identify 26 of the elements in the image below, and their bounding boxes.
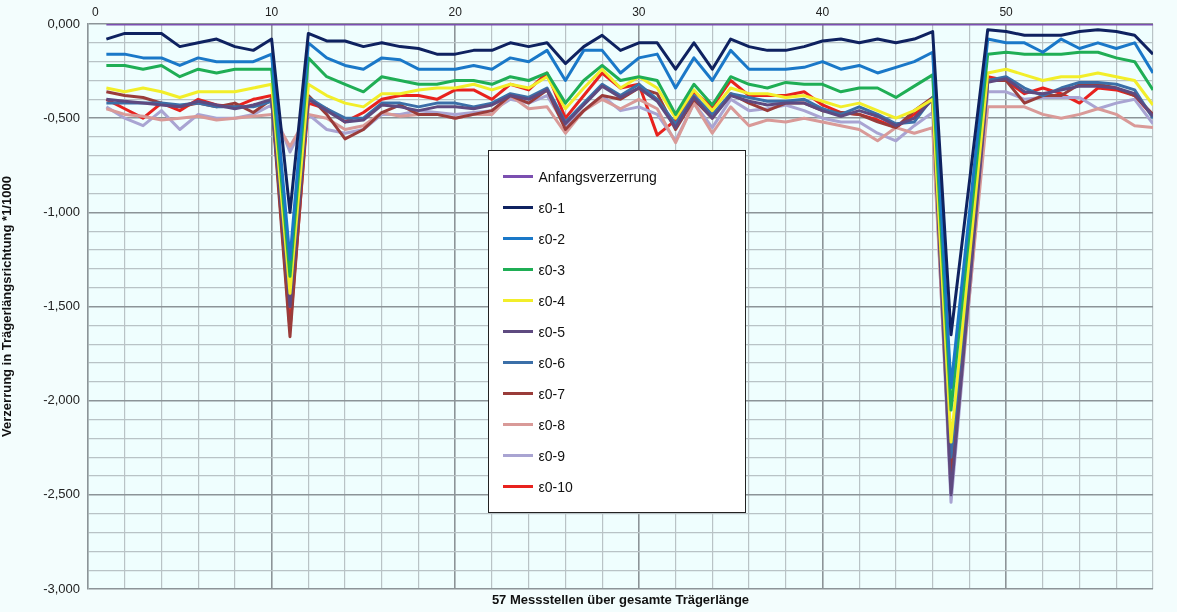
legend-label: ε0-3 — [538, 261, 565, 278]
legend-label: ε0-10 — [538, 478, 573, 495]
legend-label: ε0-1 — [538, 199, 565, 216]
legend-label: ε0-5 — [538, 323, 565, 340]
legend-label: ε0-8 — [538, 416, 565, 433]
y-tick-label: -0,500 — [43, 109, 80, 125]
y-tick-label: -2,000 — [43, 392, 80, 408]
legend-label: ε0-2 — [538, 230, 565, 247]
y-tick-label: -2,500 — [43, 486, 80, 502]
legend-label: ε0-6 — [538, 354, 565, 371]
y-tick-label: -3,000 — [43, 580, 80, 596]
x-tick-label: 50 — [999, 5, 1014, 20]
y-tick-label: -1,500 — [43, 298, 80, 314]
x-tick-label: 30 — [632, 5, 646, 20]
x-tick-label: 20 — [448, 5, 463, 20]
x-tick-label: 0 — [91, 5, 99, 20]
legend-label: ε0-9 — [538, 447, 565, 464]
legend-label: Anfangsverzerrung — [538, 168, 657, 185]
legend-label: ε0-4 — [538, 292, 565, 309]
y-axis-title: Verzerrung in Trägerlängsrichtung *1/1000 — [0, 176, 15, 437]
x-axis-title: 57 Messstellen über gesamte Trägerlänge — [490, 592, 751, 607]
y-tick-label: -1,000 — [43, 203, 80, 219]
y-tick-label: 0,000 — [47, 15, 80, 31]
x-tick-label: 40 — [815, 5, 830, 20]
x-tick-label: 10 — [264, 5, 279, 20]
legend-label: ε0-7 — [538, 385, 565, 402]
